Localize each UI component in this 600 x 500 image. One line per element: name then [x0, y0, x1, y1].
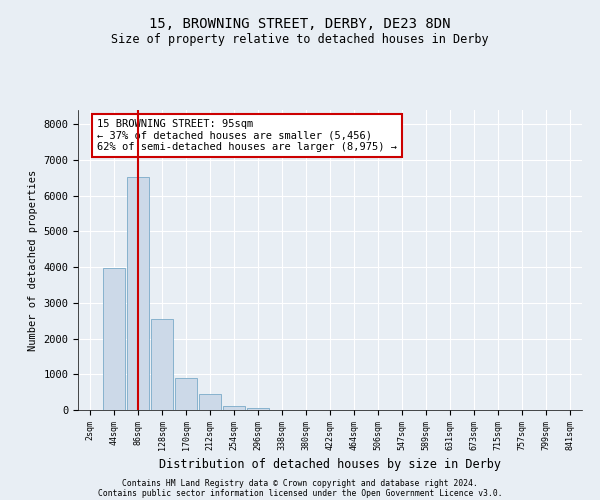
Text: Size of property relative to detached houses in Derby: Size of property relative to detached ho… [111, 32, 489, 46]
Y-axis label: Number of detached properties: Number of detached properties [28, 170, 38, 350]
Text: 15, BROWNING STREET, DERBY, DE23 8DN: 15, BROWNING STREET, DERBY, DE23 8DN [149, 18, 451, 32]
Text: Contains HM Land Registry data © Crown copyright and database right 2024.: Contains HM Land Registry data © Crown c… [122, 478, 478, 488]
Bar [127, 177, 149, 410]
Bar [199, 394, 221, 410]
Text: Contains public sector information licensed under the Open Government Licence v3: Contains public sector information licen… [98, 488, 502, 498]
Bar [175, 378, 197, 410]
Text: 15 BROWNING STREET: 95sqm
← 37% of detached houses are smaller (5,456)
62% of se: 15 BROWNING STREET: 95sqm ← 37% of detac… [97, 119, 397, 152]
Bar [247, 408, 269, 410]
Bar [103, 268, 125, 410]
Bar [223, 406, 245, 410]
X-axis label: Distribution of detached houses by size in Derby: Distribution of detached houses by size … [159, 458, 501, 471]
Bar [151, 318, 173, 410]
